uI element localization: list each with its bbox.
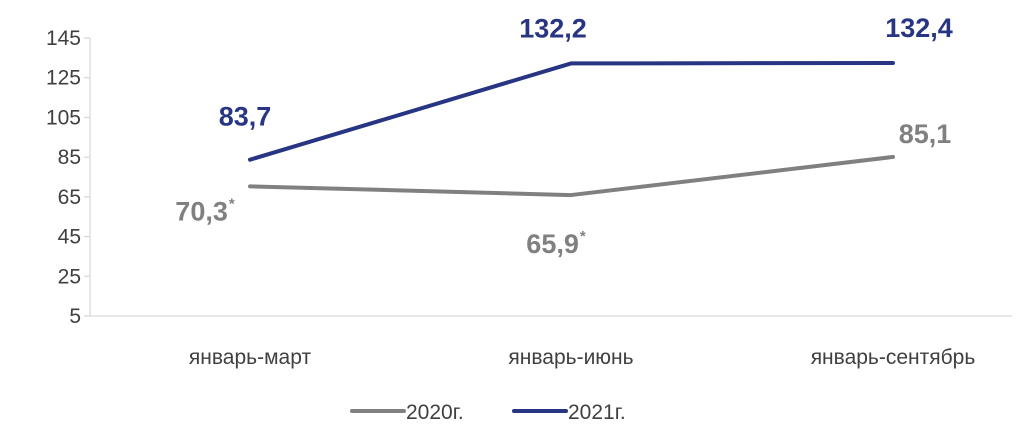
data-label: 85,1 (899, 119, 952, 149)
y-tick-label: 85 (58, 146, 81, 169)
y-tick-label: 105 (46, 106, 81, 129)
y-tick-label: 125 (46, 67, 81, 90)
axis-layer: 5 25 45 65 85 105 125 145 январь-март январь-июнь… (46, 27, 1012, 369)
x-tick-label: январь-июнь (508, 346, 633, 369)
data-label: 132,2 (519, 13, 587, 43)
data-label-value: 132,2 (519, 13, 587, 43)
data-label: 132,4 (885, 13, 953, 43)
y-tick-label: 65 (58, 186, 81, 209)
data-label-value: 132,4 (885, 13, 953, 43)
y-tick-label: 5 (69, 305, 81, 328)
data-label-value: 65,9 (526, 229, 579, 259)
data-label-value: 70,3 (175, 196, 228, 226)
data-label: 65,9* (526, 228, 586, 259)
data-label-footnote-mark: * (580, 228, 586, 245)
y-tick-label: 145 (46, 27, 81, 50)
x-tick-label: январь-март (189, 346, 312, 369)
legend-label: 2020г. (406, 401, 464, 424)
y-tick-label: 25 (58, 265, 81, 288)
series-line-b (248, 61, 895, 162)
series-line-a (248, 154, 895, 198)
legend: 2020г. 2021г. (350, 401, 626, 424)
data-label-value: 85,1 (899, 119, 952, 149)
data-label: 83,7 (219, 102, 272, 132)
series-layer (248, 61, 895, 198)
data-label-footnote-mark: * (229, 195, 235, 212)
y-tick-label: 45 (58, 226, 81, 249)
legend-label: 2021г. (568, 401, 626, 424)
data-label: 70,3* (175, 195, 235, 226)
x-tick-label: январь-сентябрь (811, 346, 976, 369)
data-label-value: 83,7 (219, 102, 272, 132)
